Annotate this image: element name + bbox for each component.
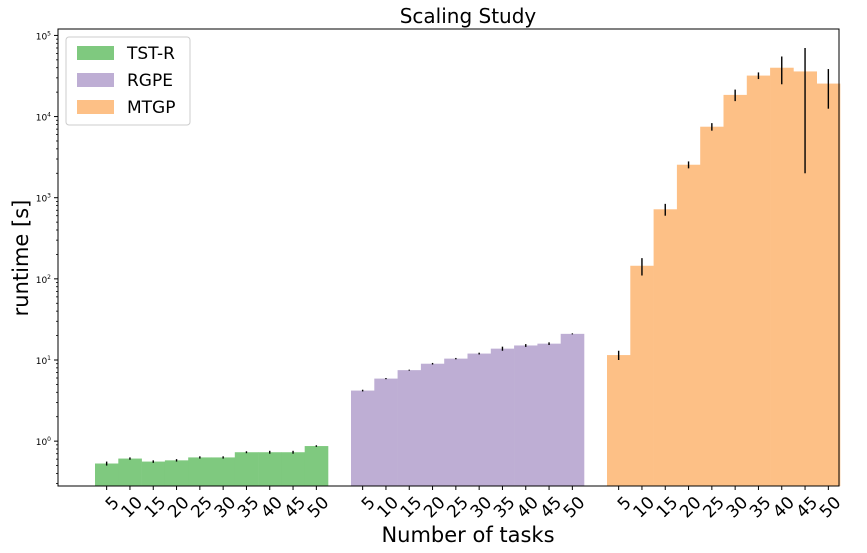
bar-rgpe-15 xyxy=(397,370,422,486)
bar-mtgp-40 xyxy=(770,67,794,486)
bar-mtgp-35 xyxy=(746,75,771,486)
bar-mtgp-20 xyxy=(676,164,701,486)
bar-rgpe-35 xyxy=(490,348,515,486)
bar-tst-r-35 xyxy=(234,452,259,486)
bar-rgpe-40 xyxy=(514,345,538,486)
bars-layer xyxy=(95,67,841,487)
bar-rgpe-25 xyxy=(444,358,468,486)
bar-rgpe-10 xyxy=(374,378,398,486)
bar-tst-r-15 xyxy=(141,461,166,486)
bar-tst-r-5 xyxy=(95,463,119,486)
bar-mtgp-25 xyxy=(700,126,724,487)
bar-rgpe-30 xyxy=(467,353,492,486)
bar-tst-r-25 xyxy=(188,457,212,486)
bar-rgpe-50 xyxy=(560,333,585,486)
bar-mtgp-45 xyxy=(793,71,817,487)
y-axis-ticks: 100 101 102 103 104 105 xyxy=(36,30,58,484)
legend-swatch-mtgp xyxy=(77,100,114,114)
bar-mtgp-5 xyxy=(607,355,631,486)
bar-mtgp-10 xyxy=(630,265,654,486)
y-tick-label-100: 102 xyxy=(36,274,51,286)
y-axis-title: runtime [s] xyxy=(9,200,33,317)
y-tick-label-100000: 105 xyxy=(36,30,51,42)
legend-label-mtgp: MTGP xyxy=(127,98,175,118)
bar-tst-r-20 xyxy=(164,460,189,486)
plot-frame xyxy=(57,28,840,487)
bar-mtgp-15 xyxy=(653,209,678,487)
bar-tst-r-30 xyxy=(211,457,236,486)
bar-rgpe-45 xyxy=(537,343,561,486)
chart-title: Scaling Study xyxy=(400,4,537,28)
legend-swatch-rgpe xyxy=(77,73,114,87)
y-tick-label-1: 100 xyxy=(36,436,51,448)
bar-rgpe-20 xyxy=(420,363,445,486)
y-tick-label-10: 101 xyxy=(36,355,51,367)
x-tick-label-mtgp-50: 50 xyxy=(816,493,845,522)
bar-mtgp-30 xyxy=(723,94,748,486)
legend-label-tst-r: TST-R xyxy=(126,44,175,64)
y-tick-label-10000: 104 xyxy=(36,112,51,124)
legend-swatch-tst-r xyxy=(77,46,114,60)
legend-label-rgpe: RGPE xyxy=(127,71,173,91)
x-tick-label-tst-r-50: 50 xyxy=(304,493,333,522)
x-axis-title: Number of tasks xyxy=(381,523,554,547)
y-tick-label-1000: 103 xyxy=(36,193,51,205)
bar-rgpe-5 xyxy=(351,390,375,486)
x-tick-label-rgpe-50: 50 xyxy=(560,493,589,522)
bar-tst-r-10 xyxy=(118,458,142,486)
bar-tst-r-45 xyxy=(281,452,305,486)
bar-tst-r-50 xyxy=(304,446,329,486)
bar-mtgp-50 xyxy=(816,83,841,486)
error-bars-layer xyxy=(105,47,830,466)
bar-tst-r-40 xyxy=(258,452,282,486)
legend: TST-R RGPE MTGP xyxy=(65,36,191,126)
